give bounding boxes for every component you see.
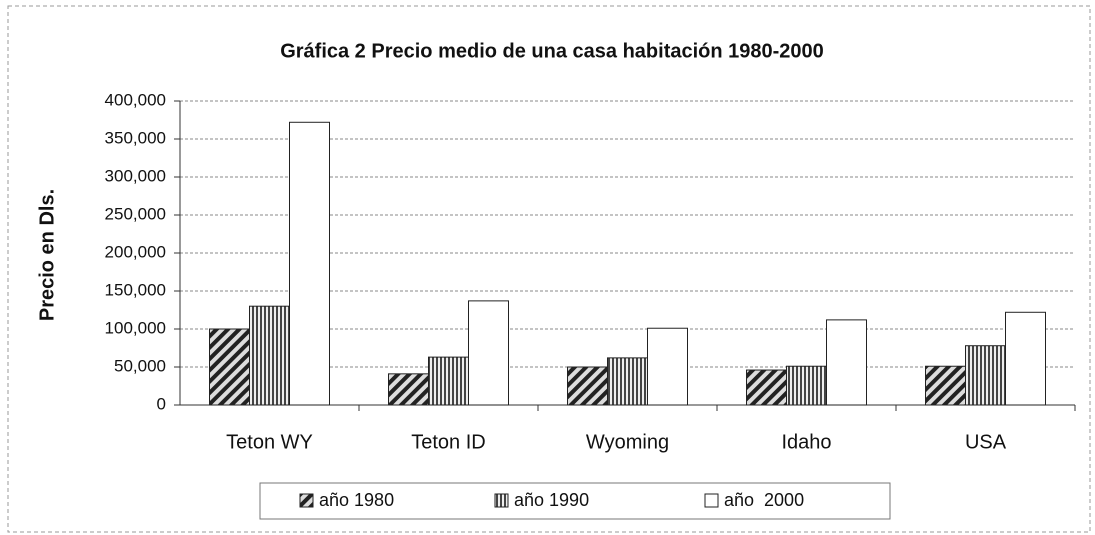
legend-swatch xyxy=(494,493,509,508)
bar xyxy=(209,328,250,406)
y-axis-label: Precio en Dls. xyxy=(36,189,58,321)
frame xyxy=(7,5,1091,533)
bar xyxy=(567,366,608,406)
legend-label: año 1990 xyxy=(514,490,589,510)
bar xyxy=(607,357,648,406)
x-tick-label: Teton ID xyxy=(411,431,485,453)
legend-swatch xyxy=(299,493,314,508)
chart-title: Gráfica 2 Precio medio de una casa habit… xyxy=(280,40,824,62)
y-tick-label: 250,000 xyxy=(105,204,166,223)
y-tick-label: 150,000 xyxy=(105,280,166,299)
legend-label: año 2000 xyxy=(724,490,804,510)
bar xyxy=(965,345,1006,406)
bar xyxy=(925,365,966,406)
x-tick-label: Wyoming xyxy=(586,431,669,453)
x-tick-label: Teton WY xyxy=(226,431,313,453)
legend xyxy=(259,482,891,520)
y-tick-label: 200,000 xyxy=(105,242,166,261)
x-tick-label: USA xyxy=(965,431,1007,453)
x-tick-label: Idaho xyxy=(781,431,831,453)
bar xyxy=(388,373,429,406)
y-tick-label: 50,000 xyxy=(114,356,166,375)
y-tick-label: 300,000 xyxy=(105,166,166,185)
bar xyxy=(1005,311,1046,406)
y-tick-label: 400,000 xyxy=(105,90,166,109)
legend-swatch xyxy=(704,493,719,508)
bar xyxy=(249,305,290,406)
bar xyxy=(468,300,509,406)
bar xyxy=(647,327,688,406)
bar xyxy=(428,356,469,406)
bar xyxy=(826,319,867,406)
y-tick-label: 0 xyxy=(157,394,166,413)
y-tick-label: 100,000 xyxy=(105,318,166,337)
legend-label: año 1980 xyxy=(319,490,394,510)
bar xyxy=(289,121,330,406)
bar xyxy=(746,369,787,406)
bar xyxy=(786,365,827,406)
y-tick-label: 350,000 xyxy=(105,128,166,147)
